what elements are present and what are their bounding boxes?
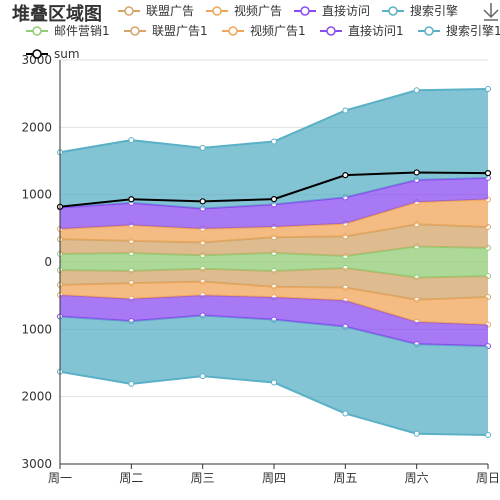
legend-marker xyxy=(388,6,398,16)
legend-marker xyxy=(32,26,42,36)
y-tick-label: 2000 xyxy=(21,120,52,134)
legend-label: 搜索引擎1 xyxy=(446,23,500,38)
y-tick-label: 2000 xyxy=(21,390,52,404)
legend-marker xyxy=(300,6,310,16)
data-point[interactable] xyxy=(271,379,277,386)
x-tick-label: 周四 xyxy=(262,471,286,485)
area-fill xyxy=(60,177,488,230)
x-tick-label: 周日 xyxy=(476,471,500,485)
y-tick-label: 1000 xyxy=(21,322,52,336)
legend-item[interactable]: 视频广告1 xyxy=(222,23,306,38)
sum-point[interactable] xyxy=(270,196,278,203)
legend-label: 直接访问1 xyxy=(348,23,404,38)
save-as-image-icon[interactable] xyxy=(483,3,499,21)
legend-label: 联盟广告1 xyxy=(152,24,208,38)
area-fill xyxy=(60,88,488,209)
data-point[interactable] xyxy=(199,144,206,151)
sum-point[interactable] xyxy=(128,196,135,203)
sum-point[interactable] xyxy=(342,172,349,179)
legend-item[interactable]: 视频广告 xyxy=(206,3,282,18)
x-tick-label: 周三 xyxy=(191,471,215,485)
area-layer xyxy=(56,85,492,439)
x-tick-label: 周二 xyxy=(119,471,143,485)
y-tick-label: 3000 xyxy=(21,53,52,67)
legend-label: 联盟广告 xyxy=(146,4,194,18)
x-tick-label: 周五 xyxy=(333,471,357,485)
legend-label: 搜索引擎 xyxy=(410,3,458,18)
legend-item[interactable]: sum xyxy=(26,47,80,61)
area-fill xyxy=(60,315,488,436)
data-point[interactable] xyxy=(342,410,349,417)
data-point[interactable] xyxy=(413,87,420,94)
sum-point[interactable] xyxy=(199,198,206,205)
y-tick-label: 3000 xyxy=(21,457,52,471)
area-fill xyxy=(60,281,488,325)
data-point[interactable] xyxy=(128,137,135,144)
x-tick-label: 周一 xyxy=(48,471,72,485)
sum-point[interactable] xyxy=(484,170,492,177)
data-point[interactable] xyxy=(271,138,277,145)
legend-marker xyxy=(130,26,140,36)
data-point[interactable] xyxy=(199,373,206,380)
area-fill xyxy=(60,294,488,347)
chart-title: 堆叠区域图 xyxy=(12,3,102,25)
legend-marker xyxy=(326,26,336,36)
y-tick-label: 1000 xyxy=(21,188,52,202)
legend-marker xyxy=(124,6,134,16)
data-point[interactable] xyxy=(342,107,349,114)
sum-point[interactable] xyxy=(413,169,420,176)
legend-marker xyxy=(32,49,42,59)
data-point[interactable] xyxy=(485,85,491,92)
legend-item[interactable]: 直接访问 xyxy=(294,3,370,18)
legend-item[interactable]: 直接访问1 xyxy=(320,23,404,38)
legend-item[interactable]: 搜索引擎 xyxy=(382,3,458,18)
legend-marker xyxy=(424,26,434,36)
legend-marker xyxy=(228,26,238,36)
area-fill xyxy=(60,199,488,243)
legend-item[interactable]: 联盟广告 xyxy=(118,4,194,18)
legend-label: 直接访问 xyxy=(322,3,370,18)
legend-label: 视频广告 xyxy=(234,3,282,18)
legend-label: 邮件营销1 xyxy=(54,24,110,38)
legend-item[interactable]: 联盟广告1 xyxy=(124,24,208,38)
legend-label: sum xyxy=(54,47,80,61)
legend-label: 视频广告1 xyxy=(250,23,306,38)
legend-item[interactable]: 邮件营销1 xyxy=(26,24,110,38)
legend-item[interactable]: 搜索引擎1 xyxy=(418,23,500,38)
legend-marker xyxy=(212,6,222,16)
y-tick-label: 0 xyxy=(44,255,52,269)
x-tick-label: 周六 xyxy=(405,471,429,485)
data-point[interactable] xyxy=(485,432,491,439)
data-point[interactable] xyxy=(413,430,420,437)
data-point[interactable] xyxy=(128,380,135,387)
